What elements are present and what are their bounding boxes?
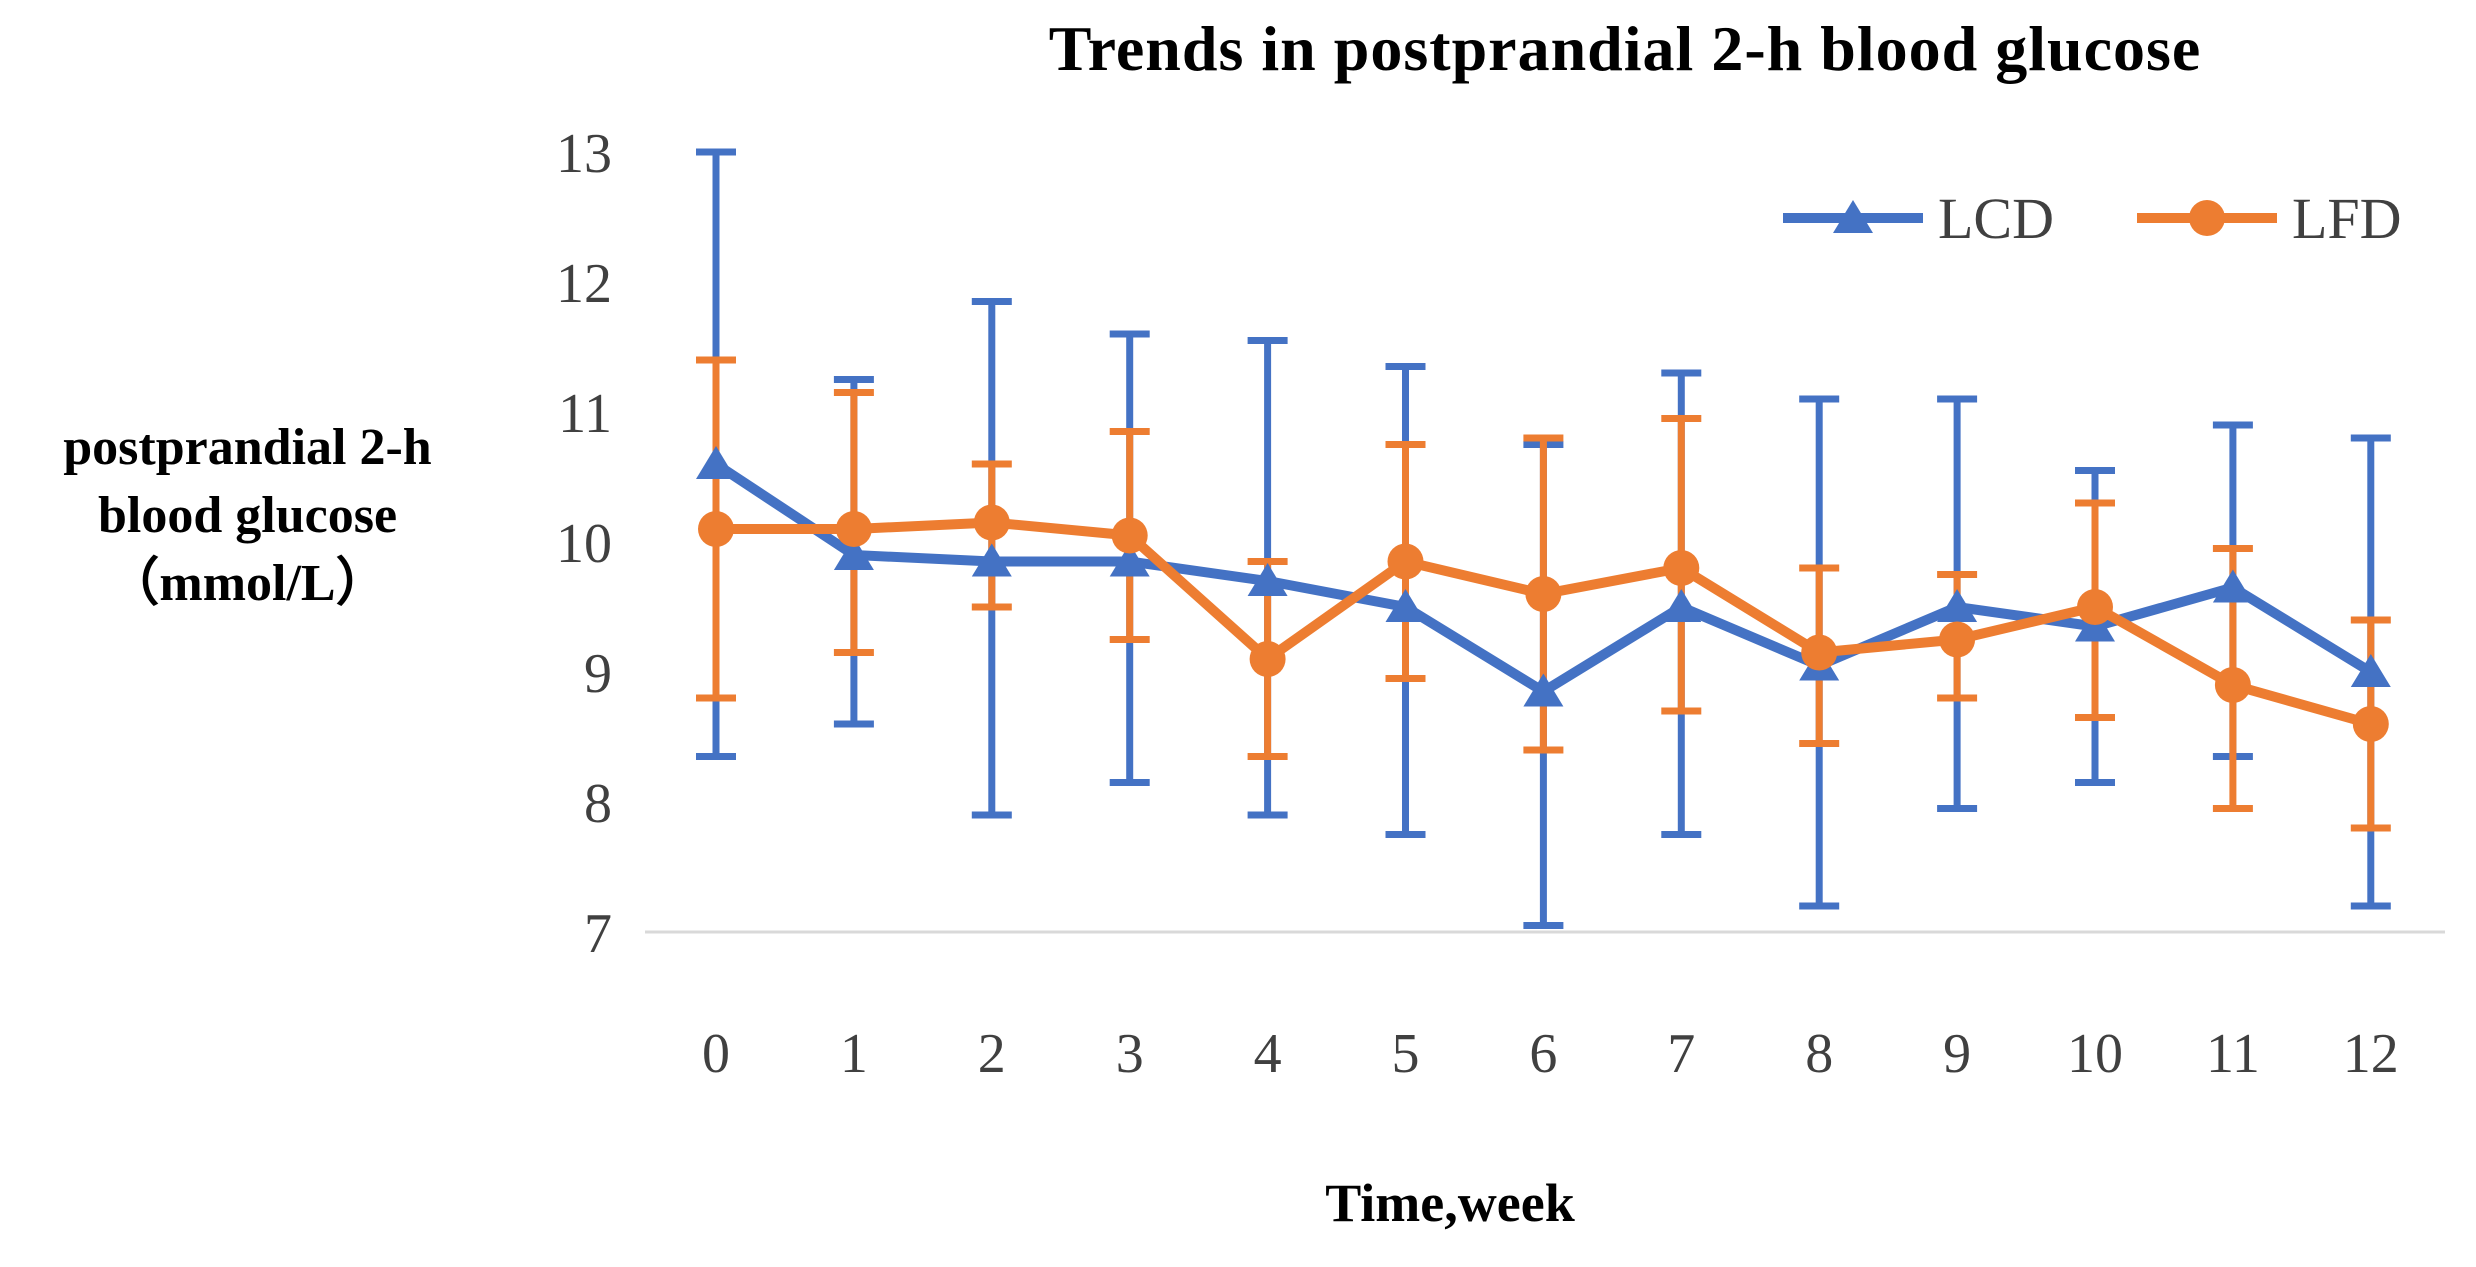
x-axis-title: Time,week (1325, 1173, 1575, 1233)
circle-marker (1387, 543, 1424, 580)
y-tick-label: 7 (584, 903, 612, 965)
legend: LCD LFD (1778, 183, 2402, 253)
y-tick-label: 9 (584, 643, 612, 705)
circle-marker (1801, 634, 1838, 671)
x-tick-label: 1 (840, 1023, 868, 1085)
y-tick-label: 11 (558, 383, 612, 445)
x-tick-label: 2 (978, 1023, 1006, 1085)
triangle-marker (2350, 654, 2391, 687)
triangle-marker (696, 446, 736, 479)
legend-label-lcd: LCD (1938, 185, 2054, 251)
circle-marker (835, 511, 872, 547)
lcd-series-marker-icon (1783, 200, 1923, 233)
x-tick-label: 12 (2343, 1023, 2399, 1085)
series-markers-lcd (696, 446, 2391, 707)
triangle-marker (1523, 673, 1564, 707)
triangle-marker (1833, 200, 1873, 233)
x-tick-label: 9 (1943, 1023, 1971, 1085)
lfd-series-marker-icon (2137, 200, 2277, 236)
x-tick-label: 4 (1254, 1023, 1282, 1085)
x-axis-ticks: 0 1 2 3 4 5 6 7 8 9 10 11 12 (702, 1023, 2399, 1085)
y-axis-title-line1: postprandial 2-h (63, 419, 432, 476)
circle-marker (2352, 706, 2389, 742)
circle-marker (1111, 517, 1148, 554)
circle-marker (1663, 550, 1700, 586)
circle-marker (2077, 589, 2113, 625)
x-tick-label: 8 (1805, 1023, 1833, 1085)
x-tick-label: 6 (1529, 1023, 1557, 1085)
circle-marker (2189, 200, 2225, 236)
triangle-marker (1661, 589, 1702, 622)
y-tick-label: 10 (556, 513, 612, 575)
x-tick-label: 11 (2206, 1023, 2260, 1085)
circle-marker (973, 504, 1010, 541)
x-tick-label: 10 (2067, 1023, 2123, 1085)
y-tick-label: 12 (556, 253, 612, 315)
x-tick-label: 7 (1667, 1023, 1695, 1085)
triangle-marker (1247, 563, 1288, 596)
y-axis-ticks: 13 12 11 10 9 8 7 (556, 123, 612, 965)
y-axis-title-line3: （mmol/L） (107, 555, 388, 612)
x-tick-label: 5 (1392, 1023, 1420, 1085)
triangle-marker (1385, 589, 1426, 622)
chart-title: Trends in postprandial 2-h blood glucose (1048, 13, 2202, 84)
legend-item-lcd: LCD (1778, 183, 2054, 253)
x-tick-label: 3 (1116, 1023, 1144, 1085)
series-markers-lfd (698, 504, 2389, 742)
circle-marker (1525, 576, 1562, 612)
x-tick-label: 0 (702, 1023, 730, 1085)
circle-marker (1249, 641, 1286, 677)
triangle-marker (2212, 569, 2253, 603)
y-tick-label: 13 (556, 123, 612, 185)
y-axis-title: postprandial 2-h blood glucose （mmol/L） (0, 414, 495, 618)
circle-marker (698, 511, 734, 547)
y-tick-label: 8 (584, 773, 612, 835)
circle-marker (2214, 667, 2251, 703)
circle-marker (1939, 621, 1976, 658)
triangle-marker (833, 537, 874, 570)
triangle-marker (1109, 543, 1150, 577)
triangle-marker (971, 543, 1012, 577)
legend-item-lfd: LFD (2132, 183, 2402, 253)
triangle-marker (1937, 589, 1978, 622)
legend-label-lfd: LFD (2292, 185, 2402, 251)
y-axis-title-line2: blood glucose (97, 487, 398, 544)
